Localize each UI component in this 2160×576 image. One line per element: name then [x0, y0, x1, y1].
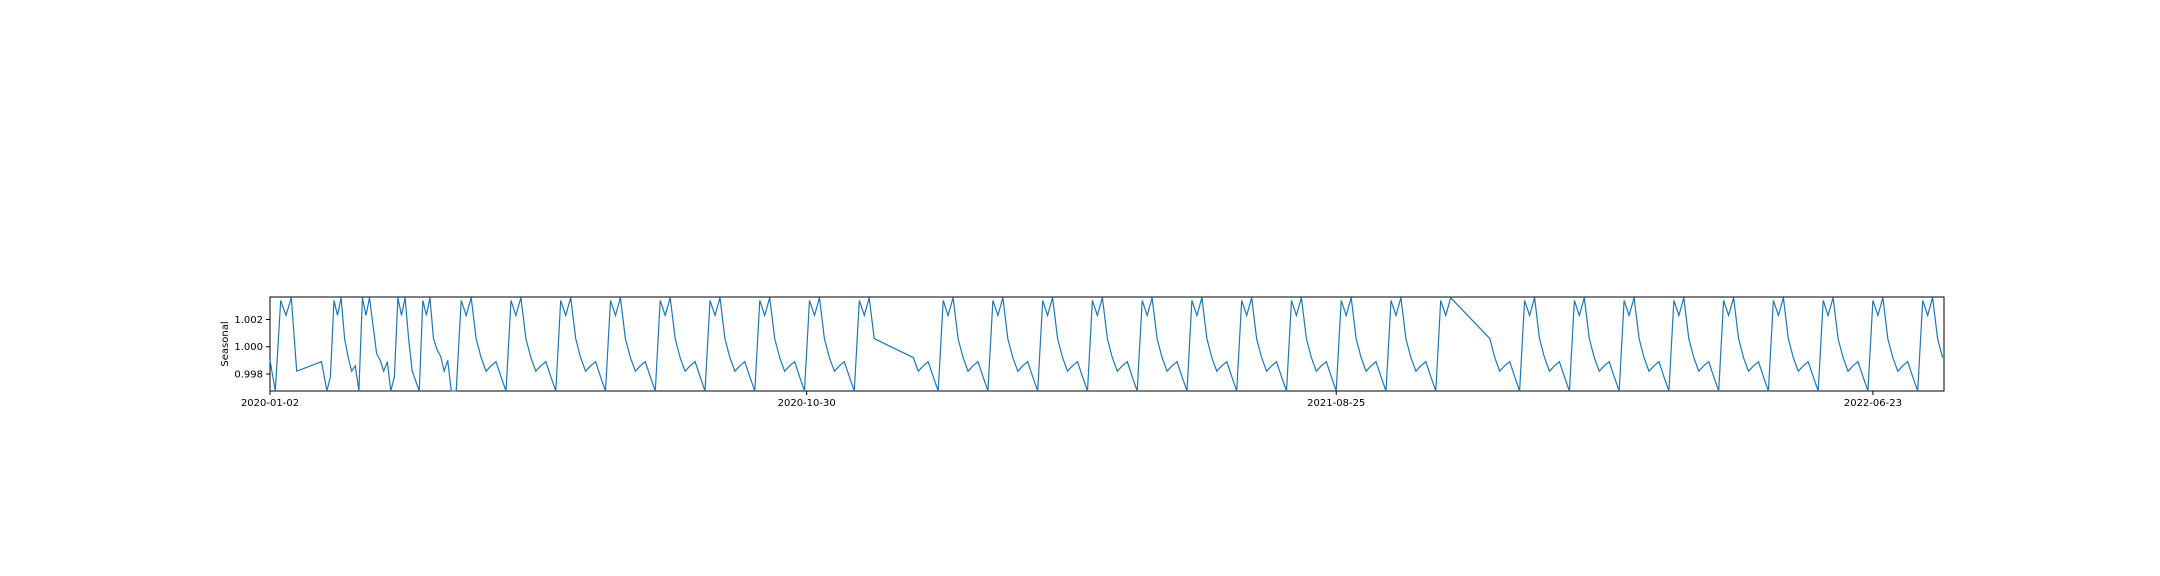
- plot-area: [269, 296, 1945, 392]
- y-tick-label: 1.002: [234, 315, 263, 326]
- y-tick-label: 1.000: [234, 342, 263, 353]
- series-line-seasonal: [269, 296, 1944, 392]
- x-tick-label: 2021-08-25: [1307, 398, 1365, 409]
- y-tick-label: 0.998: [234, 369, 263, 380]
- x-tick-label: 2022-06-23: [1844, 398, 1902, 409]
- y-axis: 0.998 1.000 1.002: [234, 315, 270, 380]
- x-tick-label: 2020-01-02: [241, 398, 299, 409]
- plot-frame: [269, 296, 1945, 392]
- x-axis: 2020-01-02 2020-10-30 2021-08-25 2022-06-23: [241, 391, 1902, 409]
- y-axis-label: Seasonal: [220, 321, 231, 366]
- x-tick-label: 2020-10-30: [778, 398, 836, 409]
